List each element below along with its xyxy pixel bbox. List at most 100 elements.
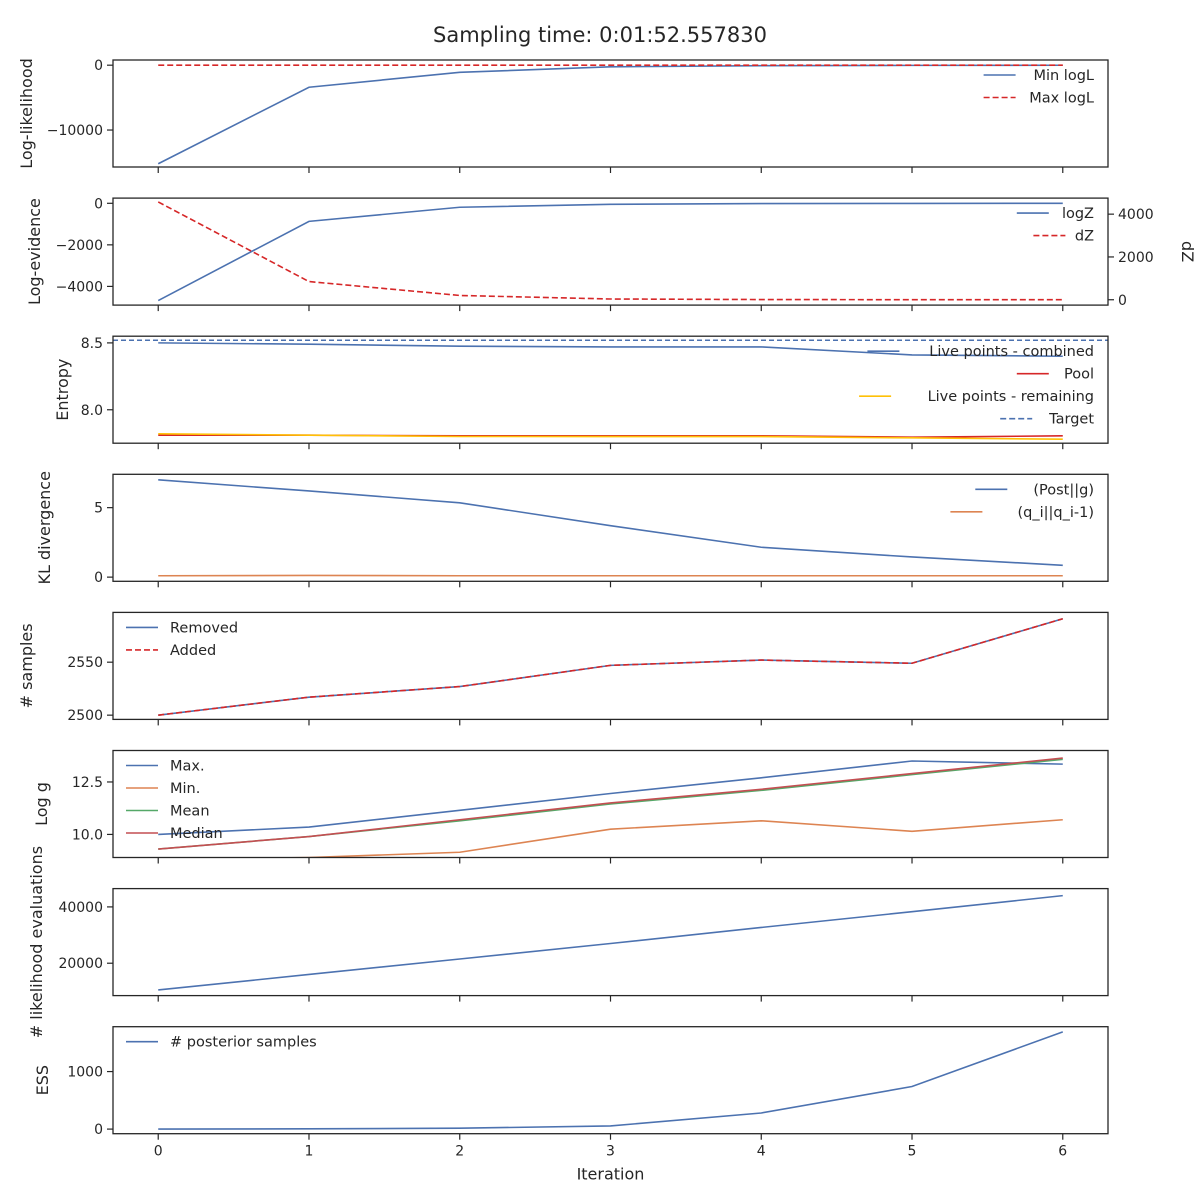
series-line-posterior-samples: [158, 1031, 1064, 1130]
legend-label: Max logL: [1029, 91, 1094, 107]
axes-frame: [112, 749, 1109, 859]
axes-frame: [112, 473, 1109, 582]
series-line-post-g: [158, 479, 1063, 567]
panel-1: 0 −10000 Log-likelihood Min logL Max logL: [17, 58, 1109, 173]
panel-5: 2550 2500 # samples Removed Added: [17, 611, 1109, 726]
legend-label: Min logL: [1033, 68, 1094, 84]
plot-area: [157, 201, 1063, 302]
axes-frame: [112, 335, 1109, 444]
y-tick-label: 0: [94, 196, 103, 212]
x-tick-label: 1: [305, 1144, 314, 1160]
y-tick-label-right: 4000: [1118, 207, 1154, 223]
x-tick-label: 2: [455, 1144, 464, 1160]
legend-label: Pool: [1064, 367, 1094, 383]
series-line-removed: [158, 617, 1063, 716]
x-tick-label: 0: [154, 1144, 163, 1160]
series-line-added: [158, 617, 1063, 716]
y-tick-label: −10000: [47, 123, 103, 139]
axes-frame: [112, 887, 1109, 997]
plot-area: [158, 479, 1063, 577]
legend-label: Live points - combined: [929, 344, 1094, 360]
panel-8: 0 1 2 3 4 5 6 Iteration 1000 0 ESS # posterior samp…: [33, 1026, 1109, 1184]
legend-label: Live points - remaining: [928, 389, 1094, 405]
legend: logZ dZ: [1016, 206, 1094, 245]
legend-label: # posterior samples: [170, 1035, 317, 1051]
y-tick-label-right: 0: [1118, 293, 1127, 309]
series-line-min: [251, 818, 1063, 858]
y-tick-label: 0: [94, 570, 103, 586]
y-axis-label: Log-likelihood: [17, 58, 36, 169]
legend-label: Added: [170, 643, 216, 659]
y-axis-label: Log-evidence: [25, 198, 44, 305]
y-tick-label: 8.0: [81, 403, 103, 419]
y-axis-label: KL divergence: [35, 471, 54, 584]
y-tick-label: 5: [94, 501, 103, 517]
y-tick-label: 12.5: [72, 775, 103, 791]
legend-label: Mean: [170, 804, 210, 820]
figure-title: Sampling time: 0:01:52.557830: [433, 23, 767, 47]
legend-label: Max.: [170, 759, 205, 775]
y-tick-label: 0: [94, 1122, 103, 1138]
series-line-live-points-combined: [158, 342, 1063, 358]
legend: Min logL Max logL: [983, 68, 1094, 107]
y-tick-label: 2550: [67, 655, 103, 671]
x-axis-label: Iteration: [577, 1165, 645, 1184]
legend-label: Min.: [170, 781, 200, 797]
panel-4: 5 0 KL divergence (Post||g) (q_i||q_i-1): [35, 471, 1109, 588]
x-tick-label: 6: [1058, 1144, 1067, 1160]
series-line-max: [158, 760, 1063, 836]
legend: Removed Added: [126, 620, 238, 659]
legend: Max. Min. Mean Median: [126, 759, 223, 842]
series-line-live-points-remaining: [158, 433, 1063, 440]
y-axis-label: # likelihood evaluations: [27, 846, 46, 1038]
plot-area: [158, 1031, 1064, 1130]
y-axis-label: Entropy: [53, 359, 72, 421]
panels: 0 −10000 Log-likelihood Min logL Max logL 0 −2…: [17, 58, 1197, 1184]
plot-area: [113, 339, 1108, 440]
legend-label: Target: [1048, 412, 1094, 428]
y-tick-label: 2500: [67, 708, 103, 724]
y-axis-label-right: dZ: [1178, 241, 1197, 262]
y-tick-label: −2000: [56, 238, 103, 254]
series-line-median: [158, 757, 1063, 850]
axes-frame: [112, 1026, 1109, 1135]
x-tick-label: 5: [908, 1144, 917, 1160]
y-axis-label: # samples: [17, 623, 36, 708]
x-tick-label: 4: [757, 1144, 766, 1160]
legend-label: Median: [170, 826, 223, 842]
axes-frame: [112, 611, 1109, 721]
y-tick-label-right: 2000: [1118, 250, 1154, 266]
legend-label: (Post||g): [1033, 482, 1094, 498]
plot-area: [158, 617, 1063, 716]
legend: # posterior samples: [126, 1035, 317, 1051]
series-line-logz: [157, 202, 1063, 302]
series-line-dz: [157, 201, 1063, 301]
legend-label: Removed: [170, 620, 238, 636]
axes-frame: [112, 197, 1109, 306]
series-line-line: [158, 894, 1063, 991]
legend-label: dZ: [1075, 229, 1094, 245]
axes-frame: [112, 59, 1109, 168]
panel-7: 40000 20000 # likelihood evaluations: [27, 846, 1109, 1038]
series-line-min-logl: [157, 64, 1063, 165]
plot-area: [157, 64, 1063, 165]
y-tick-label: 8.5: [81, 336, 103, 352]
legend-label: (q_i||q_i-1): [1017, 505, 1094, 521]
y-tick-label: 0: [94, 58, 103, 74]
legend: Live points - combined Pool Live points - …: [859, 344, 1094, 428]
legend-label: logZ: [1062, 206, 1094, 222]
y-tick-label: 20000: [58, 956, 103, 972]
plot-area: [158, 894, 1063, 991]
panel-2: 0 −2000 −4000 Log-evidence 0 2000 4000 dZ logZ dZ: [25, 196, 1197, 312]
y-tick-label: −4000: [56, 279, 103, 295]
legend: (Post||g) (q_i||q_i-1): [950, 482, 1094, 521]
panel-6: 12.5 10.0 Log g Max. Min. Mean Median: [32, 749, 1109, 864]
y-axis-label: ESS: [33, 1065, 52, 1095]
plot-area: [158, 757, 1063, 858]
y-tick-label: 10.0: [72, 827, 103, 843]
x-tick-label: 3: [606, 1144, 615, 1160]
y-axis-label: Log g: [32, 782, 51, 826]
y-tick-label: 40000: [58, 900, 103, 916]
